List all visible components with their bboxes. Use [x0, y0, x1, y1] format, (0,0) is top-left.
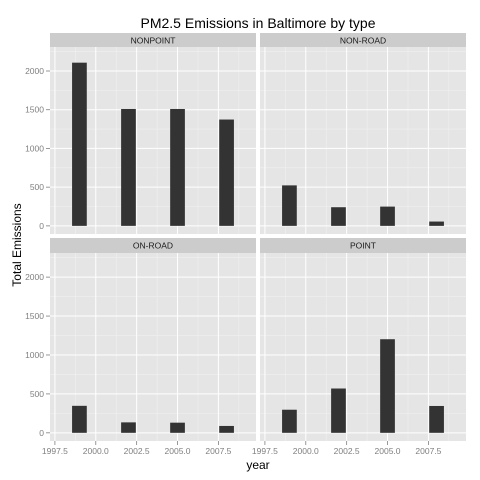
y-tick-label: 2000	[25, 272, 44, 282]
x-tick-label: 2002.5	[124, 446, 150, 456]
x-axis-title: year	[246, 458, 269, 472]
y-tick-label: 0	[39, 428, 44, 438]
panel-point: POINT 1997.5 2000.0 2002.5 2005.0 2007.5	[252, 238, 466, 456]
chart-title: PM2.5 Emissions in Baltimore by type	[141, 15, 376, 31]
bar-non-road-2008	[429, 221, 444, 226]
strip-nonpoint	[50, 33, 256, 47]
y-tick-label: 1000	[25, 350, 44, 360]
y-tick-label: 2000	[25, 66, 44, 76]
bar-point-2008	[429, 405, 444, 433]
x-tick-label: 2007.5	[205, 446, 231, 456]
x-tick-label: 2000.0	[83, 446, 109, 456]
strip-point	[260, 238, 466, 253]
bar-nonpoint-2005	[170, 108, 185, 226]
strip-label-on-road: ON-ROAD	[133, 241, 173, 251]
bar-nonpoint-2002	[121, 108, 136, 226]
strip-non-road	[260, 33, 466, 47]
strip-label-nonpoint: NONPOINT	[131, 36, 176, 46]
bar-point-1999	[282, 409, 297, 433]
bar-nonpoint-2008	[219, 119, 234, 226]
y-tick-label: 0	[39, 221, 44, 231]
y-tick-label: 500	[30, 182, 44, 192]
x-tick-label: 2007.5	[415, 446, 441, 456]
y-tick-label: 1500	[25, 311, 44, 321]
panel-on-road: ON-ROAD 0 500 1000 1500 2000 1997.5 2000.0 2002.…	[25, 238, 256, 456]
bar-point-2005	[380, 339, 395, 433]
y-tick-label: 1500	[25, 105, 44, 115]
panel-non-road: NON-ROAD	[260, 33, 466, 234]
facet-panels: NONPOINT 0 500 1000 1500 2000 NON-ROAD ON-ROAD 0…	[25, 33, 466, 456]
x-tick-label: 2002.5	[334, 446, 360, 456]
strip-label-non-road: NON-ROAD	[340, 36, 386, 46]
bar-on-road-1999	[72, 405, 87, 433]
bar-on-road-2008	[219, 425, 234, 433]
panel-nonpoint: NONPOINT 0 500 1000 1500 2000	[25, 33, 256, 234]
strip-on-road	[50, 238, 256, 253]
strip-label-point: POINT	[350, 241, 376, 251]
x-tick-label: 2005.0	[375, 446, 401, 456]
bar-on-road-2002	[121, 422, 136, 433]
y-tick-label: 1000	[25, 143, 44, 153]
y-axis-title: Total Emissions	[10, 203, 24, 286]
bar-non-road-2002	[331, 207, 346, 226]
x-tick-label: 2000.0	[293, 446, 319, 456]
bar-nonpoint-1999	[72, 62, 87, 226]
bar-non-road-2005	[380, 206, 395, 226]
x-tick-label: 1997.5	[252, 446, 278, 456]
x-tick-label: 1997.5	[42, 446, 68, 456]
bar-on-road-2005	[170, 422, 185, 433]
bar-non-road-1999	[282, 185, 297, 226]
bar-point-2002	[331, 388, 346, 433]
x-tick-label: 2005.0	[165, 446, 191, 456]
y-tick-label: 500	[30, 389, 44, 399]
